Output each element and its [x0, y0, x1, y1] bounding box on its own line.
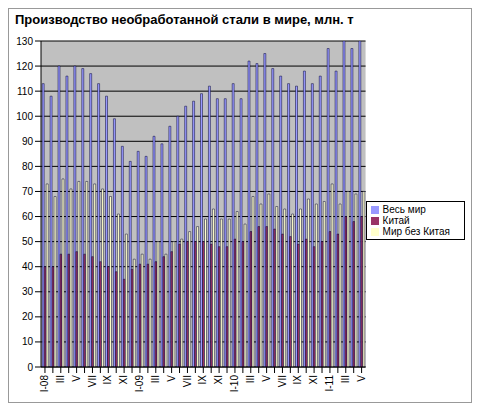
svg-text:130: 130	[16, 36, 33, 47]
svg-text:I-09: I-09	[134, 375, 145, 393]
svg-text:60: 60	[22, 211, 34, 222]
svg-text:I-11: I-11	[324, 375, 335, 392]
html-text:Весь мир: Весь мир	[382, 203, 426, 215]
svg-text:XI: XI	[213, 375, 224, 384]
svg-text:V: V	[356, 375, 367, 382]
svg-text:V: V	[166, 375, 177, 382]
html-text:Китай: Китай	[382, 214, 410, 226]
html-text:Производство необработанной ст: Производство необработанной стали в мире…	[15, 12, 354, 27]
svg-text:XI: XI	[118, 375, 129, 384]
svg-text:XI: XI	[308, 375, 319, 384]
svg-text:V: V	[261, 375, 272, 382]
svg-text:I-08: I-08	[39, 375, 50, 393]
svg-text:IX: IX	[102, 375, 113, 385]
svg-text:III: III	[55, 375, 66, 383]
svg-text:VII: VII	[182, 375, 193, 387]
svg-text:I-10: I-10	[229, 375, 240, 393]
svg-text:10: 10	[22, 336, 34, 347]
svg-text:50: 50	[22, 236, 34, 247]
svg-text:IX: IX	[292, 375, 303, 385]
svg-text:III: III	[150, 375, 161, 383]
svg-text:20: 20	[22, 311, 34, 322]
svg-text:VII: VII	[87, 375, 98, 387]
svg-text:90: 90	[22, 136, 34, 147]
svg-text:100: 100	[16, 111, 33, 122]
svg-text:0: 0	[27, 362, 33, 373]
svg-text:70: 70	[22, 186, 34, 197]
svg-text:III: III	[245, 375, 256, 383]
svg-text:IX: IX	[197, 375, 208, 385]
svg-text:VII: VII	[277, 375, 288, 387]
html-text:Мир без Китая: Мир без Китая	[382, 225, 450, 237]
svg-text:V: V	[71, 375, 82, 382]
svg-text:120: 120	[16, 61, 33, 72]
svg-text:III: III	[340, 375, 351, 383]
svg-text:30: 30	[22, 286, 34, 297]
svg-text:110: 110	[17, 86, 33, 97]
svg-text:40: 40	[22, 261, 34, 272]
svg-text:80: 80	[22, 161, 34, 172]
